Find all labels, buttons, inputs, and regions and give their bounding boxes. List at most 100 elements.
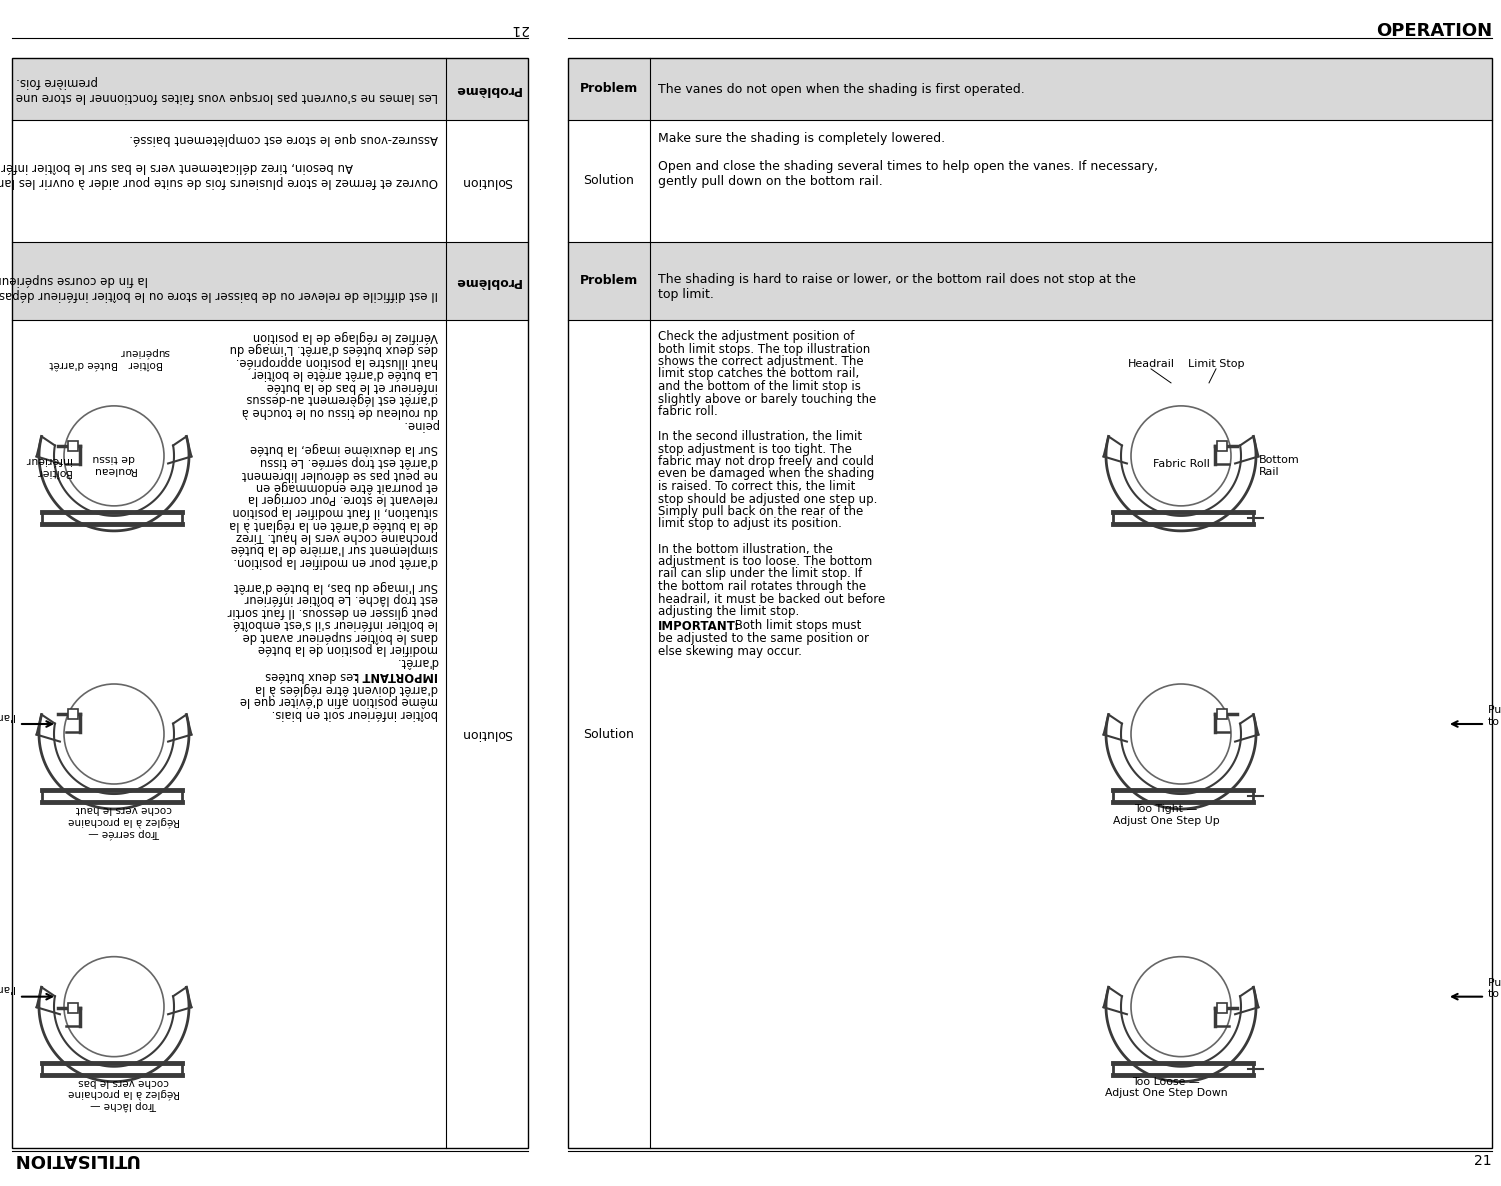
- Bar: [1217, 1003, 1228, 1013]
- Text: is raised. To correct this, the limit: is raised. To correct this, the limit: [657, 480, 856, 493]
- Text: Tirez vers
l'arrière pour
rajuster: Tirez vers l'arrière pour rajuster: [0, 971, 17, 1006]
- Text: peine.: peine.: [402, 417, 438, 431]
- Text: peut glisser en dessous. Il faut sortir: peut glisser en dessous. Il faut sortir: [228, 605, 438, 618]
- Text: The vanes do not open when the shading is first operated.: The vanes do not open when the shading i…: [657, 83, 1025, 96]
- Text: d'arrêt est légèrement au-dessus: d'arrêt est légèrement au-dessus: [246, 393, 438, 406]
- Text: La butée d'arrêt arrête le boîtier: La butée d'arrêt arrête le boîtier: [252, 368, 438, 381]
- Bar: [12, 58, 528, 120]
- Text: même position afin d'éviter que le: même position afin d'éviter que le: [240, 695, 438, 708]
- Bar: [68, 441, 78, 452]
- Text: rail can slip under the limit stop. If: rail can slip under the limit stop. If: [657, 567, 862, 580]
- Text: Too Tight —
Adjust One Step Up: Too Tight — Adjust One Step Up: [1112, 804, 1219, 825]
- Text: headrail, it must be backed out before: headrail, it must be backed out before: [657, 593, 886, 606]
- Text: fabric may not drop freely and could: fabric may not drop freely and could: [657, 455, 874, 468]
- Text: et pourrait être endommagé en: et pourrait être endommagé en: [255, 480, 438, 493]
- Text: Open and close the shading several times to help open the vanes. If necessary,
g: Open and close the shading several times…: [657, 160, 1157, 189]
- Text: shows the correct adjustment. The: shows the correct adjustment. The: [657, 355, 863, 368]
- Text: d'arrêt est trop serrée. Le tissu: d'arrêt est trop serrée. Le tissu: [260, 455, 438, 468]
- Bar: [1217, 441, 1228, 452]
- Text: Solution: Solution: [462, 727, 512, 740]
- Text: slightly above or barely touching the: slightly above or barely touching the: [657, 393, 877, 406]
- Text: Les lames ne s'ouvrent pas lorsque vous faites fonctionner le store une
première: Les lames ne s'ouvrent pas lorsque vous …: [15, 75, 438, 103]
- Bar: [12, 58, 528, 1148]
- Text: Fabric Roll: Fabric Roll: [1153, 459, 1210, 468]
- Text: prochaine coche vers le haut. Tirez: prochaine coche vers le haut. Tirez: [236, 530, 438, 543]
- Text: Problème: Problème: [453, 83, 521, 96]
- Text: Boîtier
supérieur: Boîtier supérieur: [119, 346, 170, 369]
- Bar: [12, 242, 528, 320]
- Text: ne peut pas se dérouler librement: ne peut pas se dérouler librement: [242, 467, 438, 480]
- Text: d'arrêt doivent être réglées à la: d'arrêt doivent être réglées à la: [255, 682, 438, 695]
- Text: Ouvrez et fermez le store plusieurs fois de suite pour aider à ouvrir les lames.: Ouvrez et fermez le store plusieurs fois…: [0, 160, 438, 189]
- Text: Limit Stop: Limit Stop: [1187, 359, 1244, 369]
- Text: 21: 21: [1474, 1154, 1492, 1168]
- Text: Solution: Solution: [584, 174, 635, 187]
- Text: both limit stops. The top illustration: both limit stops. The top illustration: [657, 343, 871, 356]
- Text: 21: 21: [510, 23, 528, 36]
- Text: Vérifiez le réglage de la position: Vérifiez le réglage de la position: [252, 330, 438, 343]
- Text: The shading is hard to raise or lower, or the bottom rail does not stop at the
t: The shading is hard to raise or lower, o…: [657, 273, 1136, 301]
- Text: Trop serrée —
Réglez à la prochaine
coche vers le haut: Trop serrée — Réglez à la prochaine coch…: [68, 804, 180, 839]
- Text: Solution: Solution: [462, 174, 512, 187]
- Bar: [567, 242, 1492, 320]
- Text: Tirez vers
l'arrière pour
rajuster: Tirez vers l'arrière pour rajuster: [0, 699, 17, 733]
- Text: the bottom rail rotates through the: the bottom rail rotates through the: [657, 580, 866, 593]
- Bar: [567, 58, 1492, 120]
- Text: Rouleau
de tissu: Rouleau de tissu: [92, 453, 137, 474]
- Text: limit stop catches the bottom rail,: limit stop catches the bottom rail,: [657, 368, 859, 381]
- Text: stop adjustment is too tight. The: stop adjustment is too tight. The: [657, 442, 853, 455]
- Bar: [567, 320, 1492, 1148]
- Text: adjustment is too loose. The bottom: adjustment is too loose. The bottom: [657, 555, 872, 568]
- Text: haut illustre la position appropriée.: haut illustre la position appropriée.: [236, 355, 438, 368]
- Text: limit stop to adjust its position.: limit stop to adjust its position.: [657, 517, 842, 530]
- Text: modifier la position de la butée: modifier la position de la butée: [258, 643, 438, 656]
- Text: Problème: Problème: [453, 274, 521, 287]
- Bar: [68, 708, 78, 719]
- Text: Sur la deuxième image, la butée: Sur la deuxième image, la butée: [251, 442, 438, 455]
- Text: Trop lâche —
Réglez à la prochaine
coche vers le bas: Trop lâche — Réglez à la prochaine coche…: [68, 1077, 180, 1111]
- Text: Sur l'image du bas, la butée d'arrêt: Sur l'image du bas, la butée d'arrêt: [234, 580, 438, 593]
- Bar: [12, 120, 528, 242]
- Text: Make sure the shading is completely lowered.: Make sure the shading is completely lowe…: [657, 132, 946, 145]
- Text: d'arrêt pour en modifier la position.: d'arrêt pour en modifier la position.: [233, 555, 438, 568]
- Text: relevant le store. Pour corriger la: relevant le store. Pour corriger la: [248, 492, 438, 505]
- Bar: [12, 320, 528, 1148]
- Text: du rouleau de tissu ou le touche à: du rouleau de tissu ou le touche à: [242, 404, 438, 417]
- Text: Solution: Solution: [584, 727, 635, 740]
- Text: situation, il faut modifier la position: situation, il faut modifier la position: [233, 505, 438, 518]
- Text: boîtier inférieur soit en biais.: boîtier inférieur soit en biais.: [272, 707, 438, 720]
- Text: Problem: Problem: [579, 83, 638, 96]
- Text: Boîtier
inférieur: Boîtier inférieur: [26, 455, 71, 477]
- Text: Butée d'arrêt: Butée d'arrêt: [50, 359, 119, 369]
- Text: Simply pull back on the rear of the: Simply pull back on the rear of the: [657, 505, 863, 518]
- Text: Assurez-vous que le store est complètement baissé.: Assurez-vous que le store est complèteme…: [129, 132, 438, 145]
- Text: be adjusted to the same position or: be adjusted to the same position or: [657, 632, 869, 645]
- Text: In the second illustration, the limit: In the second illustration, the limit: [657, 431, 862, 444]
- Text: Both limit stops must: Both limit stops must: [731, 619, 862, 632]
- Text: Too Loose —
Adjust One Step Down: Too Loose — Adjust One Step Down: [1105, 1077, 1228, 1098]
- Text: Pull Back
to Adjust: Pull Back to Adjust: [1487, 978, 1501, 1000]
- Bar: [1217, 708, 1228, 719]
- Bar: [567, 58, 1492, 1148]
- Text: le boîtier inférieur s'il s'est emboîté: le boîtier inférieur s'il s'est emboîté: [233, 618, 438, 631]
- Text: OPERATION: OPERATION: [1376, 23, 1492, 40]
- Text: simplement sur l'arrière de la butée: simplement sur l'arrière de la butée: [231, 542, 438, 555]
- Text: IMPORTANT :: IMPORTANT :: [354, 670, 438, 682]
- Text: Problem: Problem: [579, 274, 638, 287]
- Text: fabric roll.: fabric roll.: [657, 404, 717, 417]
- Text: Il est difficile de relever ou de baisser le store ou le boîtier inférieur dépas: Il est difficile de relever ou de baisse…: [0, 273, 438, 301]
- Text: des deux butées d'arrêt. L'image du: des deux butées d'arrêt. L'image du: [230, 343, 438, 356]
- Text: Les deux butées: Les deux butées: [266, 670, 363, 682]
- Text: UTILISATION: UTILISATION: [12, 1150, 138, 1168]
- Bar: [567, 120, 1492, 242]
- Text: adjusting the limit stop.: adjusting the limit stop.: [657, 605, 799, 618]
- Text: IMPORTANT:: IMPORTANT:: [657, 619, 740, 632]
- Text: and the bottom of the limit stop is: and the bottom of the limit stop is: [657, 380, 862, 393]
- Text: In the bottom illustration, the: In the bottom illustration, the: [657, 542, 833, 555]
- Text: inférieur et le bas de la butée: inférieur et le bas de la butée: [267, 380, 438, 393]
- Text: Bottom
Rail: Bottom Rail: [1259, 455, 1300, 477]
- Text: Headrail: Headrail: [1127, 359, 1174, 369]
- Text: dans le boîtier supérieur avant de: dans le boîtier supérieur avant de: [243, 630, 438, 643]
- Text: est trop lâche. Le boîtier inférieur: est trop lâche. Le boîtier inférieur: [245, 593, 438, 606]
- Text: d'arrêt.: d'arrêt.: [396, 655, 438, 668]
